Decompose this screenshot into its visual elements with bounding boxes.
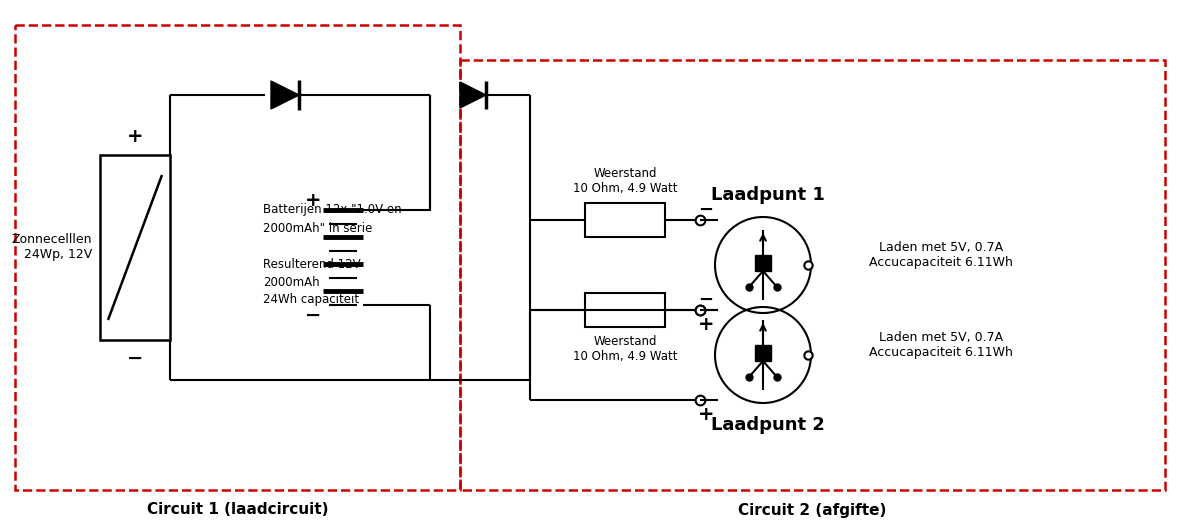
Bar — [755, 345, 771, 361]
Text: Circuit 1 (laadcircuit): Circuit 1 (laadcircuit) — [147, 503, 329, 518]
Text: Batterijen 12x "1.0V en
2000mAh" in serie

Resulterend 12V
2000mAh
24Wh capacite: Batterijen 12x "1.0V en 2000mAh" in seri… — [264, 203, 402, 307]
Text: Laadpunt 1: Laadpunt 1 — [712, 186, 825, 204]
Text: −: − — [699, 291, 714, 309]
Text: Weerstand
10 Ohm, 4.9 Watt: Weerstand 10 Ohm, 4.9 Watt — [573, 167, 677, 195]
Text: Laden met 5V, 0.7A
Accucapaciteit 6.11Wh: Laden met 5V, 0.7A Accucapaciteit 6.11Wh — [869, 331, 1013, 359]
Text: Circuit 2 (afgifte): Circuit 2 (afgifte) — [739, 503, 886, 518]
Text: −: − — [305, 306, 322, 325]
Text: +: + — [697, 405, 714, 425]
Bar — [585, 293, 665, 327]
Text: +: + — [126, 128, 143, 147]
Text: −: − — [126, 348, 143, 367]
Text: +: + — [697, 316, 714, 335]
Text: Weerstand
10 Ohm, 4.9 Watt: Weerstand 10 Ohm, 4.9 Watt — [573, 335, 677, 363]
Text: Laadpunt 2: Laadpunt 2 — [712, 416, 825, 434]
Text: −: − — [699, 201, 714, 219]
Bar — [100, 155, 170, 340]
Text: Zonnecelllen
24Wp, 12V: Zonnecelllen 24Wp, 12V — [12, 233, 92, 261]
Polygon shape — [271, 81, 299, 109]
Bar — [585, 203, 665, 237]
Bar — [755, 255, 771, 271]
Polygon shape — [460, 82, 486, 108]
Text: Laden met 5V, 0.7A
Accucapaciteit 6.11Wh: Laden met 5V, 0.7A Accucapaciteit 6.11Wh — [869, 241, 1013, 269]
Text: +: + — [305, 190, 322, 210]
